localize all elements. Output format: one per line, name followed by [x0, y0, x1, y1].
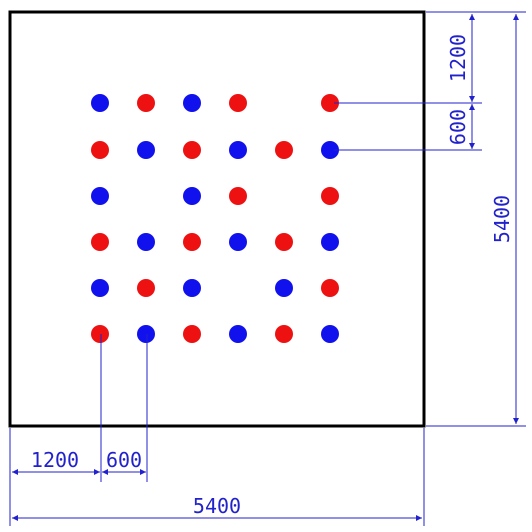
dim-text-right-total: 5400: [490, 195, 514, 243]
red-dot: [91, 325, 109, 343]
red-dot: [275, 325, 293, 343]
blue-dot: [321, 233, 339, 251]
blue-dot: [229, 325, 247, 343]
red-dot: [183, 325, 201, 343]
blue-dot: [183, 94, 201, 112]
blue-dot: [321, 141, 339, 159]
dim-text-bottom-offset: 1200: [31, 448, 79, 472]
blue-dot: [321, 325, 339, 343]
dim-text-right-spacing: 600: [446, 109, 470, 145]
dim-text-bottom-total: 5400: [193, 494, 241, 518]
red-dot: [275, 233, 293, 251]
red-dot: [321, 279, 339, 297]
blue-dot: [137, 325, 155, 343]
bottom-dimensions: [9, 334, 425, 526]
right-dimensions: [334, 11, 526, 427]
blue-dot: [183, 187, 201, 205]
dim-text-right-offset: 1200: [446, 34, 470, 82]
red-dot: [183, 141, 201, 159]
blue-dot: [137, 141, 155, 159]
blue-dot: [91, 94, 109, 112]
red-dot: [137, 279, 155, 297]
red-dot: [321, 94, 339, 112]
dim-text-bottom-spacing: 600: [106, 448, 142, 472]
blue-dot: [183, 279, 201, 297]
red-dot: [137, 94, 155, 112]
dot-grid: [91, 94, 339, 343]
blue-dot: [91, 187, 109, 205]
red-dot: [91, 233, 109, 251]
boundary-square: [8, 10, 426, 428]
blue-dot: [275, 279, 293, 297]
blue-dot: [229, 141, 247, 159]
red-dot: [229, 187, 247, 205]
red-dot: [321, 187, 339, 205]
red-dot: [91, 141, 109, 159]
blue-dot: [229, 233, 247, 251]
red-dot: [229, 94, 247, 112]
blue-dot: [91, 279, 109, 297]
red-dot: [183, 233, 201, 251]
red-dot: [275, 141, 293, 159]
blue-dot: [137, 233, 155, 251]
